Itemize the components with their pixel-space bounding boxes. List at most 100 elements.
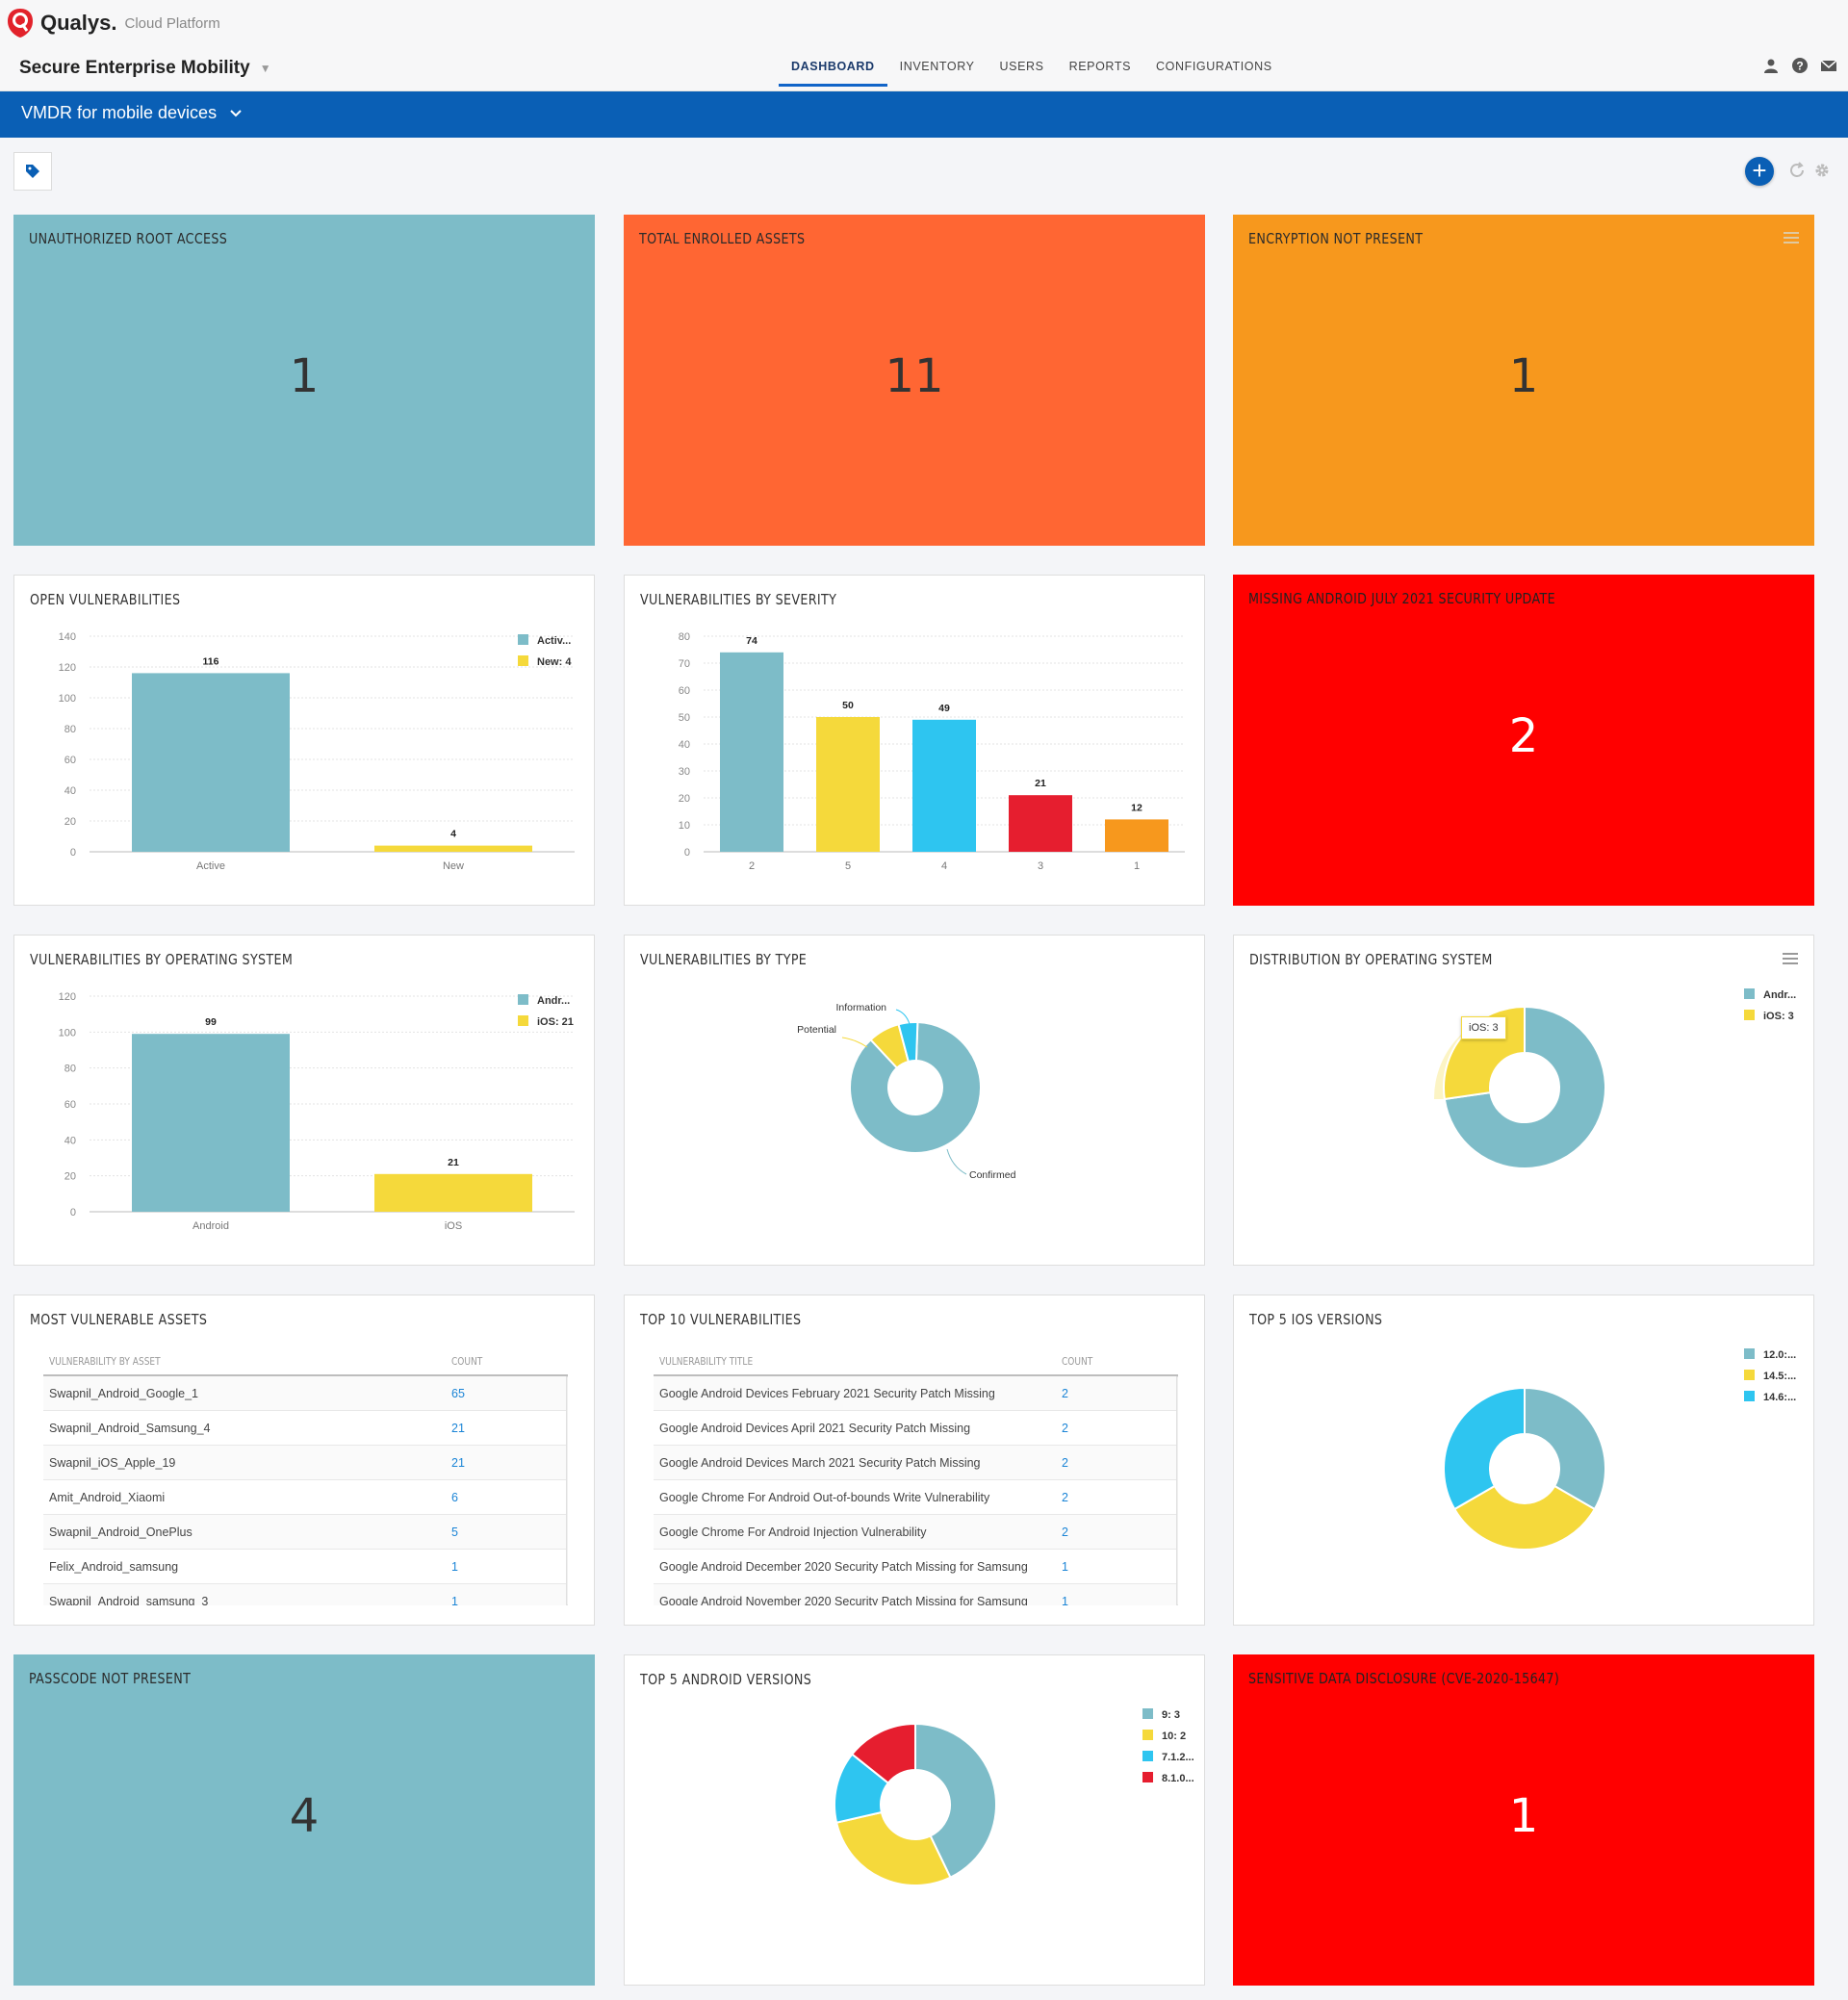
module-selector[interactable]: Secure Enterprise Mobility ▼ <box>19 58 271 79</box>
bar[interactable] <box>132 673 290 852</box>
table-row[interactable]: Google Android Devices February 2021 Sec… <box>654 1376 1178 1411</box>
row-count-link[interactable]: 1 <box>1062 1594 1068 1606</box>
pie-slice[interactable] <box>1443 1386 1526 1511</box>
bar[interactable] <box>374 845 532 852</box>
tab-users[interactable]: USERS <box>999 60 1044 73</box>
legend-label[interactable]: Andr... <box>1763 989 1796 1001</box>
table-row[interactable]: Google Chrome For Android Out-of-bounds … <box>654 1480 1178 1515</box>
table-row[interactable]: Google Chrome For Android Injection Vuln… <box>654 1515 1178 1550</box>
legend-label[interactable]: New: 4 <box>537 656 572 668</box>
pie-slice[interactable] <box>897 1021 919 1064</box>
bar[interactable] <box>816 717 880 852</box>
row-count-link[interactable]: 6 <box>451 1490 458 1504</box>
scrollbar[interactable]: ▲ ▼ <box>566 1376 568 1605</box>
table-row[interactable]: Google Android November 2020 Security Pa… <box>654 1584 1178 1605</box>
widget-vulnerabilities-by-type[interactable]: VULNERABILITIES BY TYPE Confirmed Potenti… <box>624 935 1205 1266</box>
tag-filter-button[interactable] <box>13 152 52 191</box>
row-count-link[interactable]: 2 <box>1062 1455 1068 1470</box>
widget-vulnerabilities-by-os[interactable]: VULNERABILITIES BY OPERATING SYSTEM 0 20 4… <box>13 935 595 1266</box>
pie-slice[interactable] <box>849 1021 982 1154</box>
refresh-icon[interactable] <box>1788 162 1806 179</box>
widget-most-vulnerable-assets[interactable]: MOST VULNERABLE ASSETS VULNERABILITY BY … <box>13 1295 595 1626</box>
row-count-link[interactable]: 2 <box>1062 1525 1068 1539</box>
row-count-link[interactable]: 5 <box>451 1525 458 1539</box>
bar[interactable] <box>912 719 976 852</box>
row-count-link[interactable]: 21 <box>451 1455 465 1470</box>
tab-reports[interactable]: REPORTS <box>1068 60 1132 73</box>
pie-slice[interactable] <box>914 1722 997 1880</box>
y-tick-label: 60 <box>679 685 690 697</box>
legend-label[interactable]: iOS: 21 <box>537 1016 574 1028</box>
mail-icon[interactable] <box>1821 58 1836 73</box>
bar[interactable] <box>1009 795 1072 852</box>
pie-slice[interactable] <box>1452 1484 1597 1551</box>
widget-missing-android-update[interactable]: MISSING ANDROID JULY 2021 SECURITY UPDAT… <box>1233 575 1814 906</box>
table-row[interactable]: Google Android Devices April 2021 Securi… <box>654 1411 1178 1446</box>
pie-slice[interactable] <box>834 1810 952 1886</box>
table-row[interactable]: Swapnil_Android_Samsung_4 21 <box>43 1411 568 1446</box>
tab-configurations[interactable]: CONFIGURATIONS <box>1156 60 1272 73</box>
row-count-link[interactable]: 1 <box>1062 1559 1068 1574</box>
gear-icon[interactable] <box>1813 162 1831 179</box>
help-icon[interactable]: ? <box>1792 58 1808 73</box>
table-row[interactable]: Google Android Devices March 2021 Securi… <box>654 1446 1178 1480</box>
legend-label[interactable]: 7.1.2... <box>1162 1752 1194 1763</box>
legend-label[interactable]: 10: 2 <box>1162 1731 1186 1742</box>
legend-label[interactable]: 14.5:... <box>1763 1371 1796 1382</box>
widget-open-vulnerabilities[interactable]: OPEN VULNERABILITIES 0 20 40 60 80 100 120 140 1… <box>13 575 595 906</box>
table-row[interactable]: Amit_Android_Xiaomi 6 <box>43 1480 568 1515</box>
tab-dashboard[interactable]: DASHBOARD <box>779 58 887 87</box>
row-count-link[interactable]: 21 <box>451 1421 465 1435</box>
table-row[interactable]: Google Android December 2020 Security Pa… <box>654 1550 1178 1584</box>
widget-top-5-android-versions[interactable]: TOP 5 ANDROID VERSIONS 9: 3 10: 2 7.1.2...… <box>624 1654 1205 1986</box>
widget-top-10-vulnerabilities[interactable]: TOP 10 VULNERABILITIES VULNERABILITY TIT… <box>624 1295 1205 1626</box>
widget-encryption-not-present[interactable]: ENCRYPTION NOT PRESENT 1 <box>1233 215 1814 546</box>
widget-vulnerabilities-by-severity[interactable]: VULNERABILITIES BY SEVERITY 0 10 20 30 40 50 6… <box>624 575 1205 906</box>
qualys-logo[interactable]: Qualys. Cloud Platform <box>6 8 220 38</box>
legend-label[interactable]: 14.6:... <box>1763 1392 1796 1403</box>
pie-slice[interactable] <box>1443 1005 1606 1169</box>
vulnerabilities-table: VULNERABILITY TITLE COUNT Google Android… <box>654 1347 1178 1605</box>
legend-label[interactable]: 9: 3 <box>1162 1709 1180 1721</box>
legend-label[interactable]: 8.1.0... <box>1162 1773 1194 1784</box>
widget-passcode-not-present[interactable]: PASSCODE NOT PRESENT 4 <box>13 1654 595 1986</box>
leader-line <box>946 1148 967 1175</box>
legend-label[interactable]: Activ... <box>537 635 571 647</box>
bar[interactable] <box>720 652 783 852</box>
column-header-count[interactable]: COUNT <box>451 1354 483 1368</box>
widget-total-enrolled-assets[interactable]: TOTAL ENROLLED ASSETS 11 <box>624 215 1205 546</box>
pie-slice[interactable] <box>850 1722 916 1784</box>
column-header-count[interactable]: COUNT <box>1062 1354 1093 1368</box>
add-widget-button[interactable]: + <box>1745 157 1774 186</box>
bar[interactable] <box>132 1034 290 1212</box>
legend-label[interactable]: Andr... <box>537 995 570 1007</box>
widget-sensitive-data-disclosure[interactable]: SENSITIVE DATA DISCLOSURE (CVE-2020-1564… <box>1233 1654 1814 1986</box>
row-count-link[interactable]: 2 <box>1062 1386 1068 1400</box>
widget-top-5-ios-versions[interactable]: TOP 5 IOS VERSIONS 12.0:... 14.5:... 14.6:… <box>1233 1295 1814 1626</box>
column-header-asset[interactable]: VULNERABILITY BY ASSET <box>49 1354 161 1368</box>
user-icon[interactable] <box>1763 58 1779 73</box>
widget-unauthorized-root-access[interactable]: UNAUTHORIZED ROOT ACCESS 1 <box>13 215 595 546</box>
row-count-link[interactable]: 1 <box>451 1594 458 1606</box>
row-count-link[interactable]: 2 <box>1062 1490 1068 1504</box>
menu-icon[interactable] <box>1784 232 1799 244</box>
legend-label[interactable]: 12.0:... <box>1763 1349 1796 1361</box>
scrollbar[interactable]: ▲ ▼ <box>1176 1376 1178 1605</box>
tab-inventory[interactable]: INVENTORY <box>899 60 975 73</box>
legend-label[interactable]: iOS: 3 <box>1763 1011 1794 1022</box>
table-row[interactable]: Swapnil_iOS_Apple_19 21 <box>43 1446 568 1480</box>
dashboard-selector[interactable]: VMDR for mobile devices <box>21 103 242 123</box>
table-row[interactable]: Swapnil_Android_samsung_3 1 <box>43 1584 568 1605</box>
menu-icon[interactable] <box>1783 953 1798 964</box>
row-count-link[interactable]: 1 <box>451 1559 458 1574</box>
bar[interactable] <box>1105 819 1168 852</box>
table-row[interactable]: Swapnil_Android_OnePlus 5 <box>43 1515 568 1550</box>
row-count-link[interactable]: 2 <box>1062 1421 1068 1435</box>
table-row[interactable]: Swapnil_Android_Google_1 65 <box>43 1376 568 1411</box>
row-count-link[interactable]: 65 <box>451 1386 465 1400</box>
column-header-title[interactable]: VULNERABILITY TITLE <box>659 1354 754 1368</box>
table-row[interactable]: Felix_Android_samsung 1 <box>43 1550 568 1584</box>
widget-distribution-by-os[interactable]: DISTRIBUTION BY OPERATING SYSTEM Andr...… <box>1233 935 1814 1266</box>
bar[interactable] <box>374 1173 532 1212</box>
pie-slice[interactable] <box>1524 1386 1606 1511</box>
